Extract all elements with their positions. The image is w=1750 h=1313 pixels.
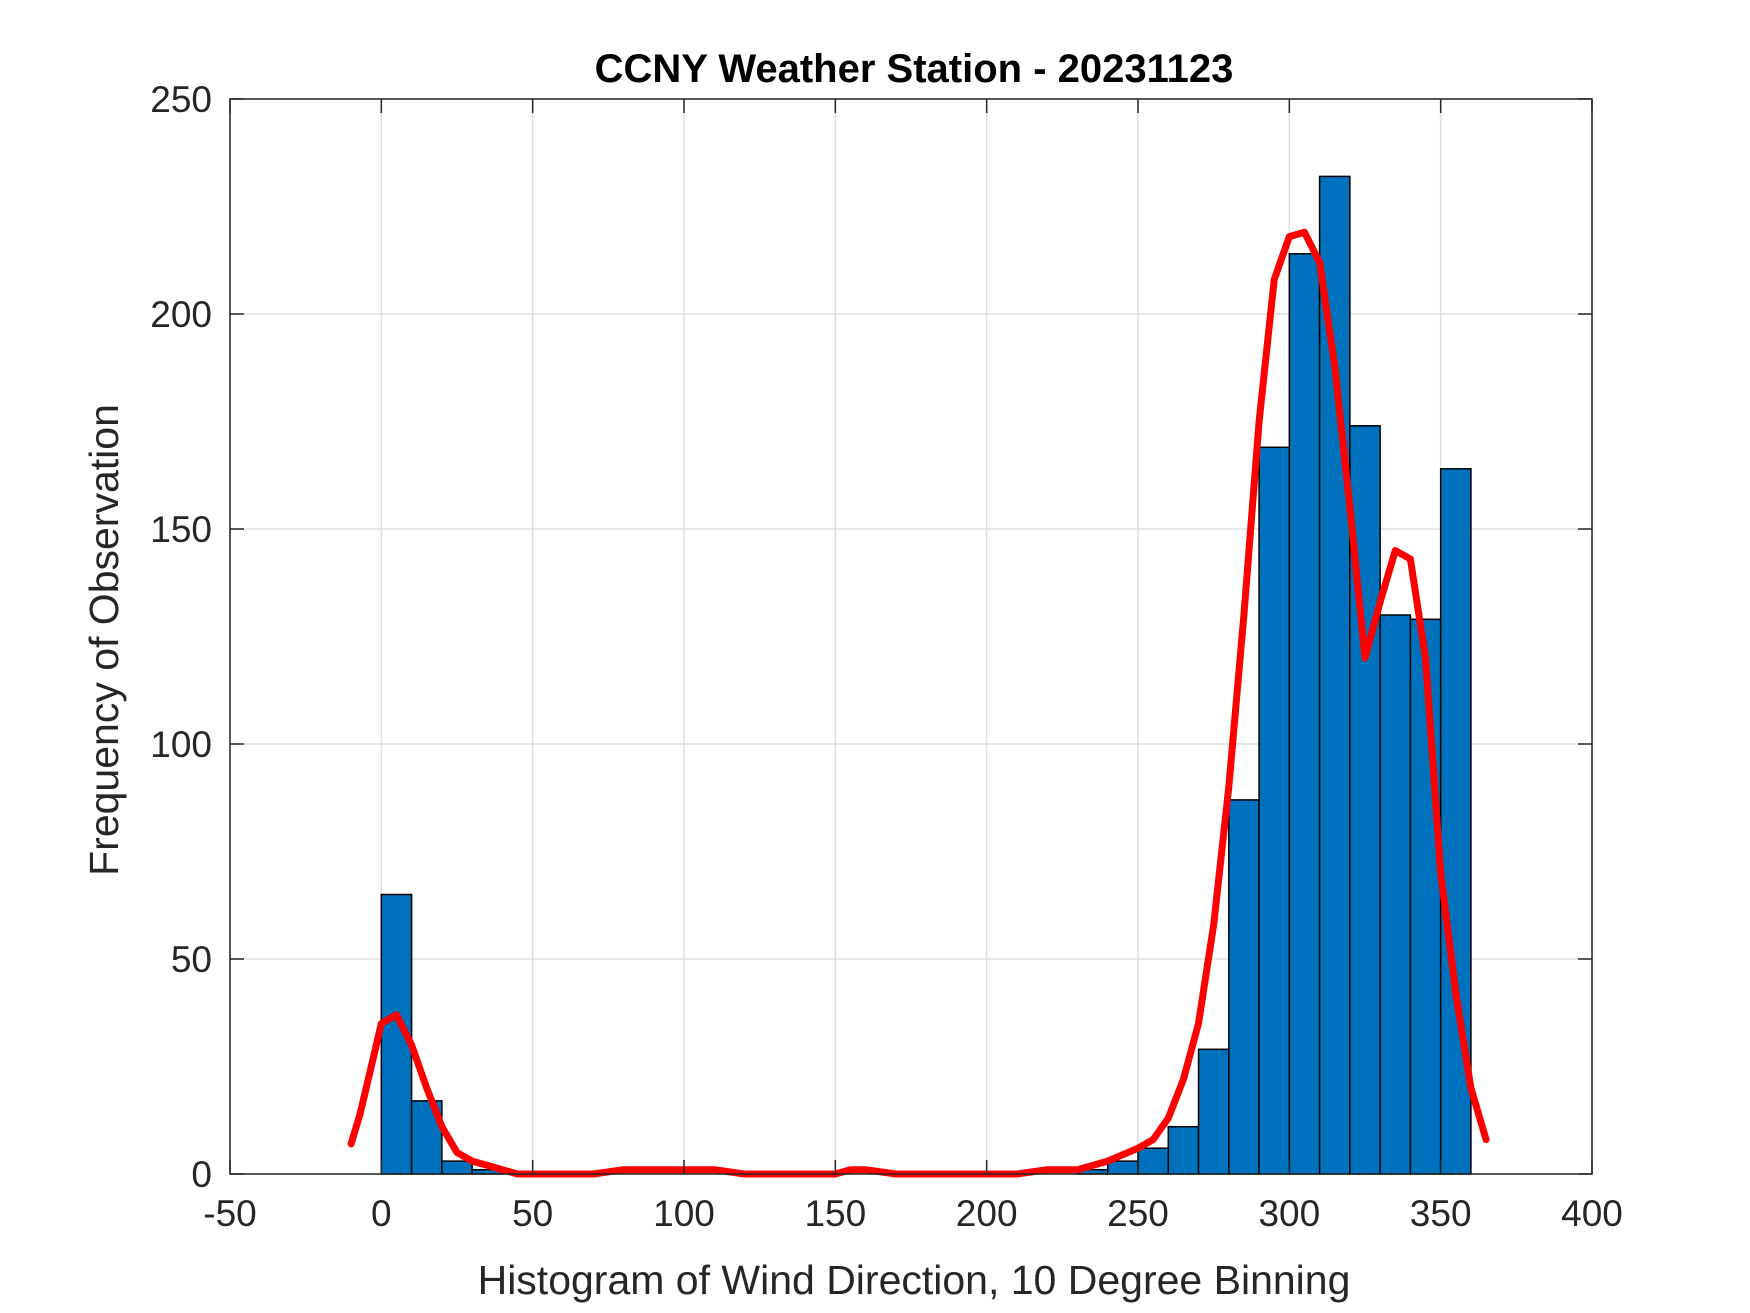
x-tick-label: -50	[203, 1193, 256, 1234]
x-tick-label: 150	[804, 1193, 866, 1234]
x-tick-label: 50	[512, 1193, 553, 1234]
y-tick-label: 150	[150, 509, 212, 550]
x-tick-label: 250	[1107, 1193, 1169, 1234]
histogram-bar	[1318, 175, 1351, 1175]
x-tick-label: 300	[1258, 1193, 1320, 1234]
axes-box	[229, 98, 1593, 1175]
histogram-bar	[1258, 446, 1291, 1175]
x-tick-label: 0	[371, 1193, 392, 1234]
histogram-bar	[1288, 253, 1321, 1175]
histogram-bar	[1106, 1160, 1139, 1175]
x-tick-labels: -50 0 50 100 150 200 250 300 350 400	[203, 1193, 1623, 1234]
histogram-bar	[441, 1160, 473, 1175]
x-tick-label: 350	[1410, 1193, 1472, 1234]
chart-title: CCNY Weather Station - 20231123	[595, 47, 1234, 91]
histogram-bar	[1137, 1147, 1170, 1175]
histogram-bar	[1379, 614, 1412, 1175]
y-tick-label: 0	[191, 1154, 212, 1195]
x-tick-label: 400	[1561, 1193, 1623, 1234]
y-tick-label: 100	[150, 724, 212, 765]
y-tick-labels: 0 50 100 150 200 250	[150, 79, 212, 1195]
histogram-bar	[1228, 799, 1260, 1175]
x-tick-label: 100	[653, 1193, 715, 1234]
histogram-bar	[1409, 618, 1442, 1175]
y-tick-label: 200	[150, 294, 212, 335]
axis-ticks	[229, 98, 1593, 1175]
y-tick-label: 50	[171, 939, 212, 980]
histogram-bar	[1197, 1048, 1230, 1175]
histogram-bar	[1167, 1125, 1200, 1175]
y-tick-label: 250	[150, 79, 212, 120]
x-axis-label: Histogram of Wind Direction, 10 Degree B…	[478, 1257, 1351, 1303]
y-axis-label: Frequency of Observation	[81, 404, 127, 876]
x-tick-label: 200	[956, 1193, 1018, 1234]
